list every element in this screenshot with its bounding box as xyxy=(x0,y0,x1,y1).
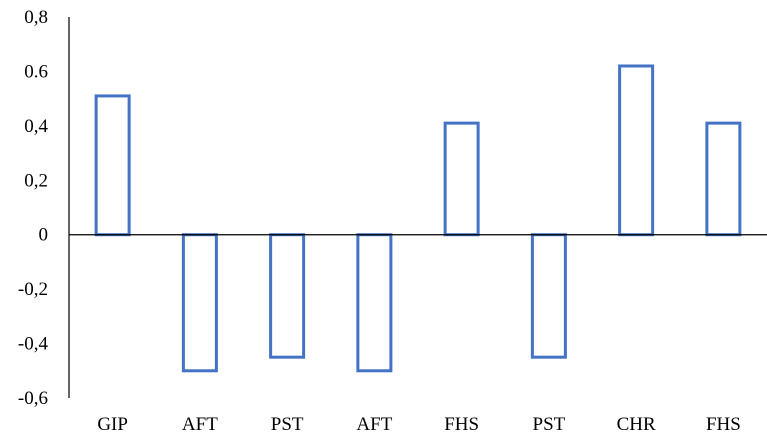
y-tick-label: 0 xyxy=(39,225,49,246)
x-category-label: FHS xyxy=(706,414,741,435)
x-axis-labels: GIP AFT PST AFT FHS PST CHR FHS xyxy=(97,414,740,435)
x-category-label: CHR xyxy=(617,414,656,435)
y-tick-label: 0,4 xyxy=(24,116,48,137)
bar-gip xyxy=(94,94,131,237)
axes xyxy=(68,17,767,398)
y-tick-label: -0,2 xyxy=(18,279,48,300)
bar-chr xyxy=(618,64,655,237)
bar-aft xyxy=(181,233,218,373)
y-tick-label: 0,8 xyxy=(24,7,48,28)
x-category-label: GIP xyxy=(97,414,128,435)
y-tick-label: 0,2 xyxy=(24,170,48,191)
bar-pst xyxy=(269,233,306,359)
bar-fhs xyxy=(443,121,480,237)
x-category-label: FHS xyxy=(444,414,479,435)
bar-pst xyxy=(530,233,567,359)
x-category-label: PST xyxy=(533,414,566,435)
x-category-label: AFT xyxy=(356,414,392,435)
y-tick-label: -0,6 xyxy=(18,388,48,409)
y-tick-label: -0,4 xyxy=(18,334,49,355)
y-tick-label: 0.6 xyxy=(24,61,48,82)
bar-aft xyxy=(356,233,393,373)
x-category-label: AFT xyxy=(182,414,218,435)
bars xyxy=(94,64,742,373)
x-category-label: PST xyxy=(271,414,304,435)
bar-fhs xyxy=(705,121,742,237)
y-axis-ticks: 0,8 0.6 0,4 0,2 0 -0,2 -0,4 -0,6 xyxy=(18,7,49,409)
